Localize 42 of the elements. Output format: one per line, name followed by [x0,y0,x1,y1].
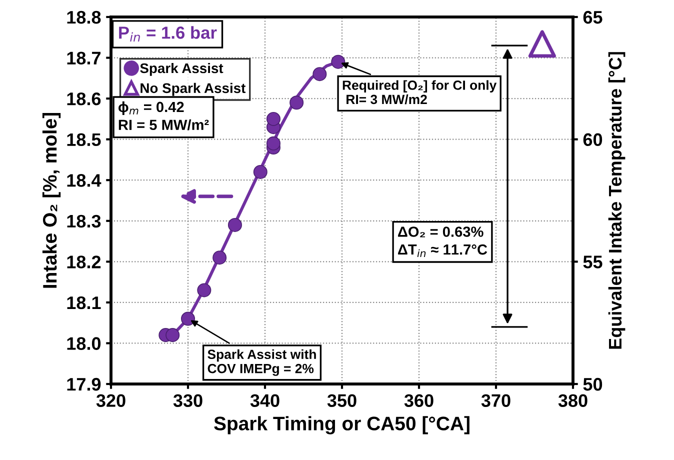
point [266,112,280,126]
annotation: Spark Assist with COV IMEPg = 2% [208,349,316,376]
point [253,164,268,179]
point [331,54,346,69]
x-tick-label: 340 [250,394,280,408]
point [180,312,196,326]
x-tick-label: 370 [481,394,510,408]
annotation: P$_{in}$ = 1.6 bar [119,26,217,42]
y2-tick-label: 55 [583,256,602,268]
point [266,136,280,150]
x-tick-label: 380 [558,394,588,408]
y-tick-label: 18.4 [67,174,102,187]
y-tick-label: 18.3 [67,214,101,228]
x-tick-label: 320 [96,394,126,408]
y-tick-label: 18.5 [67,133,101,146]
y-axis-title: Intake O₂ [%, mole] [42,112,61,288]
legend-label: Spark Assist [140,62,224,76]
annotation: ϕ$_{m}$ = 0.42 RI = 5 MW/m² [118,101,209,130]
point [166,328,180,342]
y2-tick-label: 65 [583,10,602,24]
y-tick-label: 18.7 [67,52,100,64]
y-tick-label: 18.8 [67,10,101,24]
point [312,67,327,82]
x-tick-label: 350 [327,394,356,408]
y-tick-label: 17.9 [67,378,101,391]
point [212,250,227,265]
point [290,96,304,110]
x-tick-label: 330 [173,394,202,408]
y-tick-label: 18.0 [67,337,101,350]
y2-axis-title: Equivalent Intake Temperature [°C] [608,52,626,349]
x-tick-label: 360 [404,394,434,408]
point [228,218,242,232]
annotation: ΔO₂ = 0.63% ΔT$_{in}$ ≈ 11.7°C [398,226,488,257]
point [197,283,212,298]
y2-tick-label: 50 [583,378,602,391]
y-tick-label: 18.6 [67,92,101,106]
x-axis-title: Spark Timing or CA50 [°CA] [214,416,470,434]
legend-label: No Spark Assist [140,82,246,96]
y-tick-label: 18.2 [67,256,101,268]
annotation: Required [O₂] for CI only RI= 3 MW/m2 [342,80,497,104]
y-tick-label: 18.1 [67,296,101,310]
y2-tick-label: 60 [583,133,602,146]
